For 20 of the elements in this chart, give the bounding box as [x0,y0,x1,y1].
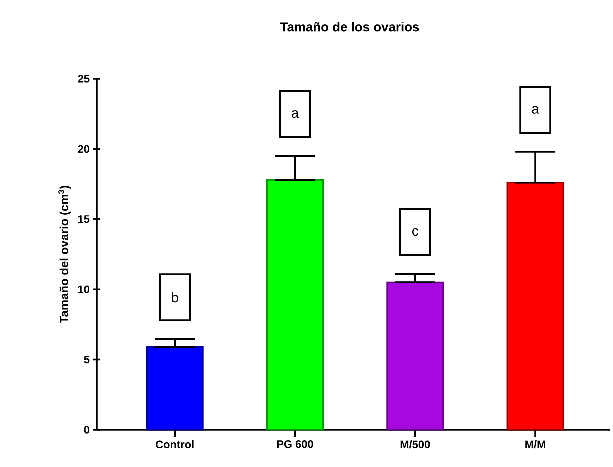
y-tick-label: 0 [84,426,90,434]
y-axis-title: Tamaño del ovario (cm$^{3}$) [58,186,71,324]
annotation: b [172,292,178,303]
x-tick-label: PG 600 [277,440,314,448]
y-tick-label: 5 [84,356,90,364]
chart-title: Tamaño de los ovarios [280,22,420,32]
bar [386,282,444,431]
x-tick-label: M/M [526,440,546,449]
bar [506,182,564,431]
annotation: a [292,110,300,118]
annotation: a [532,106,540,114]
y-tick-label: 10 [78,286,90,294]
y-tick-label: 15 [78,216,90,224]
bar [266,179,324,431]
annotation: c [412,228,419,236]
x-tick-label: Control [156,440,194,449]
bar [146,346,204,431]
y-tick-label: 20 [78,145,90,154]
x-tick-label: M/500 [400,440,430,449]
y-tick-label: 25 [78,75,90,83]
